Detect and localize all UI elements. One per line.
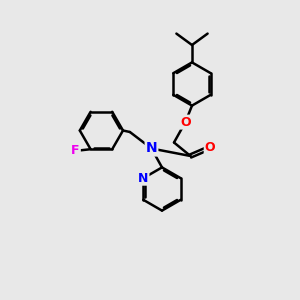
Text: O: O xyxy=(180,116,191,129)
Text: O: O xyxy=(205,141,215,154)
Text: N: N xyxy=(146,142,157,155)
Text: N: N xyxy=(138,172,148,185)
Text: F: F xyxy=(71,144,80,157)
